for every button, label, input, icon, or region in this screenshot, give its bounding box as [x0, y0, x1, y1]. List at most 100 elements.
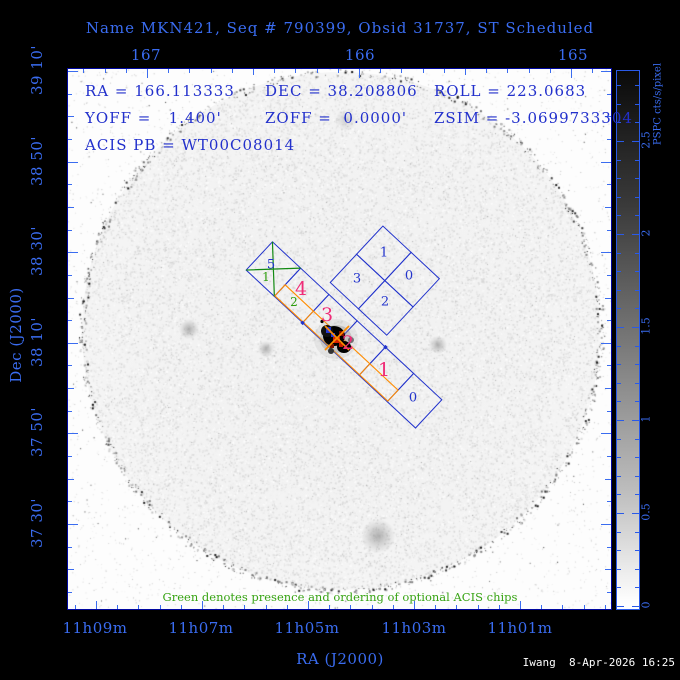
- tick-mark: [571, 69, 572, 78]
- colorbar-tick-label: 2.5: [639, 131, 653, 149]
- colorbar-tick-label: 2: [639, 229, 653, 237]
- tick-mark: [617, 103, 621, 105]
- tick-mark: [507, 69, 509, 73]
- tick-mark: [68, 93, 72, 95]
- tick-mark: [617, 568, 621, 570]
- tick-mark: [350, 605, 352, 609]
- tick-mark: [601, 71, 611, 72]
- tick-mark: [308, 601, 309, 609]
- tick-mark: [68, 569, 74, 571]
- tick-mark: [68, 274, 72, 276]
- tick-mark: [316, 69, 318, 73]
- xray-source-blob: [429, 336, 447, 354]
- tick-mark: [635, 308, 639, 310]
- tick-mark: [477, 605, 479, 609]
- tick-mark: [635, 568, 639, 570]
- x-axis-title: RA (J2000): [296, 650, 384, 668]
- tick-mark: [617, 234, 624, 235]
- tick-mark: [617, 196, 621, 198]
- tick-mark: [607, 229, 611, 231]
- tick-mark: [68, 71, 78, 72]
- tick-mark: [605, 388, 611, 390]
- tick-mark: [359, 69, 360, 78]
- tick-mark: [635, 457, 639, 459]
- tick-mark: [68, 138, 72, 140]
- acis-i-chip-label: 0: [404, 268, 414, 284]
- tick-mark: [337, 69, 339, 73]
- tick-mark: [456, 605, 458, 609]
- yoff-value: YOFF = 1.400': [85, 109, 222, 127]
- tick-mark: [601, 342, 611, 344]
- acis-pb-value: ACIS PB = WT00C08014: [85, 136, 296, 154]
- plot-title: Name MKN421, Seq # 790399, Obsid 31737, …: [85, 19, 595, 37]
- tick-mark: [635, 103, 639, 105]
- tick-mark: [74, 605, 76, 609]
- tick-mark: [104, 69, 106, 73]
- bottom-axis-tick-label: 11h01m: [487, 619, 553, 637]
- colorbar: [616, 70, 640, 610]
- tick-mark: [635, 345, 639, 347]
- tick-mark: [635, 196, 639, 198]
- optional-chips-note: Green denotes presence and ordering of o…: [162, 590, 518, 604]
- tick-mark: [601, 524, 611, 525]
- tick-mark: [617, 531, 621, 533]
- tick-mark: [223, 605, 225, 609]
- tick-mark: [617, 85, 621, 87]
- tick-mark: [83, 69, 85, 73]
- roll-value: ROLL = 223.0683: [434, 82, 587, 100]
- tick-mark: [68, 501, 72, 503]
- tick-mark: [617, 606, 624, 607]
- colorbar-tick-label: 0: [639, 601, 653, 609]
- tick-mark: [607, 591, 611, 593]
- zsim-value: ZSIM = -3.0699733304: [434, 109, 633, 127]
- tick-mark: [68, 433, 78, 435]
- colorbar-tick-label: 1: [639, 415, 653, 423]
- tick-mark: [635, 252, 639, 254]
- tick-mark: [632, 420, 639, 421]
- tick-mark: [617, 401, 621, 403]
- tick-mark: [601, 161, 611, 163]
- tick-mark: [605, 116, 611, 118]
- tick-mark: [180, 605, 182, 609]
- tick-mark: [607, 138, 611, 140]
- tick-mark: [244, 605, 246, 609]
- tick-mark: [635, 85, 639, 87]
- tick-mark: [617, 457, 621, 459]
- tick-mark: [68, 456, 72, 458]
- tick-mark: [68, 116, 74, 118]
- tick-mark: [392, 605, 394, 609]
- acis-s-chip-label: 0: [408, 390, 418, 406]
- tick-mark: [635, 364, 639, 366]
- tick-mark: [329, 605, 331, 609]
- sky-image-frame: [67, 68, 612, 610]
- top-axis-tick-label: 165: [557, 46, 589, 64]
- tick-mark: [607, 410, 611, 412]
- left-axis-tick-label: 38 50': [28, 135, 46, 187]
- tick-mark: [68, 546, 72, 548]
- tick-mark: [635, 587, 639, 589]
- tick-mark: [68, 184, 72, 186]
- tick-mark: [607, 93, 611, 95]
- acis-i-chip-label: 3: [352, 271, 362, 287]
- tick-mark: [159, 605, 161, 609]
- tick-mark: [380, 69, 382, 73]
- tick-mark: [617, 494, 621, 496]
- optional-chip-order-label: 1: [262, 270, 270, 284]
- tick-mark: [371, 605, 373, 609]
- tick-mark: [605, 569, 611, 571]
- tick-mark: [617, 178, 621, 180]
- tick-mark: [68, 297, 74, 299]
- tick-mark: [68, 252, 78, 254]
- tick-mark: [617, 141, 624, 142]
- tick-mark: [635, 271, 639, 273]
- tick-mark: [617, 550, 621, 552]
- user-timestamp: Iwang 8-Apr-2026 16:25: [522, 656, 675, 669]
- tick-mark: [274, 69, 276, 73]
- tick-mark: [601, 433, 611, 435]
- tick-mark: [125, 69, 127, 73]
- tick-mark: [605, 478, 611, 480]
- tick-mark: [68, 365, 72, 367]
- bottom-axis-tick-label: 11h09m: [62, 619, 128, 637]
- tick-mark: [68, 342, 78, 344]
- top-axis-tick-label: 167: [130, 46, 162, 64]
